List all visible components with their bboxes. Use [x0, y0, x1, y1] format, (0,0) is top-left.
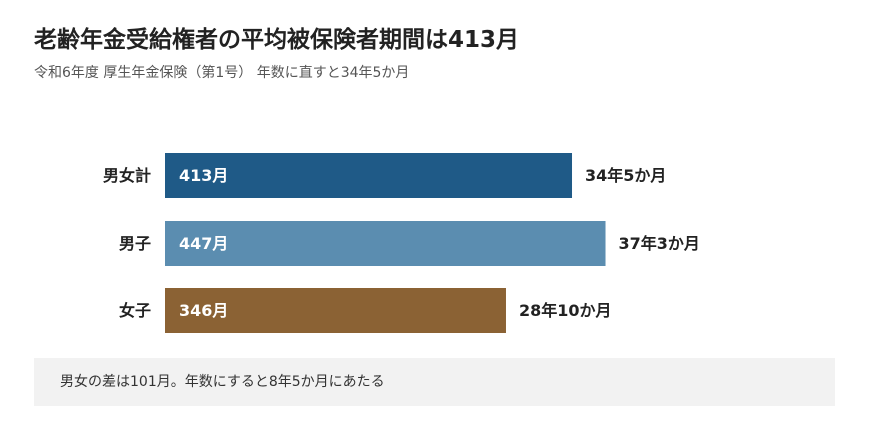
bar-value-label: 37年3か月: [619, 234, 700, 253]
category-label: 男女計: [103, 166, 151, 185]
bar-data-label: 413月: [179, 166, 228, 185]
chart-note: 男女の差は101月。年数にすると8年5か月にあたる: [34, 358, 835, 406]
bar-value-label: 34年5か月: [585, 166, 666, 185]
category-label: 女子: [119, 301, 151, 320]
chart-subtitle: 令和6年度 厚生年金保険（第1号） 年数に直すと34年5か月: [34, 65, 410, 81]
category-label: 男子: [119, 234, 151, 253]
chart-title: 老齢年金受給権者の平均被保険者期間は413月: [34, 27, 520, 53]
bar-data-label: 346月: [179, 301, 228, 320]
bar: [165, 288, 506, 333]
bar: [165, 221, 606, 266]
bar-data-label: 447月: [179, 234, 228, 253]
bar-value-label: 28年10か月: [519, 301, 612, 320]
bar: [165, 153, 573, 198]
